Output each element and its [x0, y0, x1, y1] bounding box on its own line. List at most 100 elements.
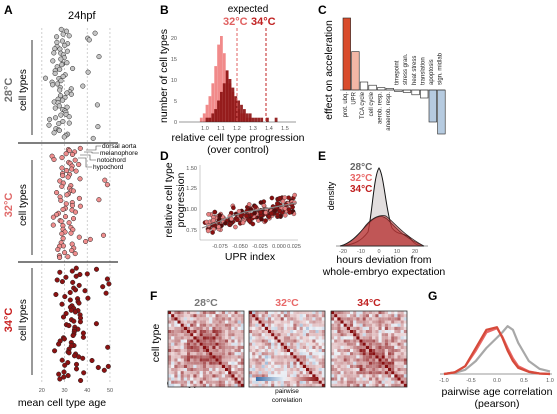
panel-f-cell — [302, 342, 306, 346]
panel-f-cell — [343, 361, 347, 365]
panel-c-label: sign. midlab — [438, 52, 444, 85]
panel-a-point — [57, 46, 63, 52]
panel-a-point — [81, 370, 87, 376]
panel-f-cell — [388, 326, 392, 330]
panel-f-cell — [381, 380, 385, 384]
panel-f-cell — [252, 339, 256, 343]
panel-f-cell — [228, 314, 232, 318]
panel-f-cell — [299, 364, 303, 368]
panel-a-point — [58, 56, 64, 62]
panel-f-cell — [397, 349, 401, 353]
panel-f-cell — [280, 314, 284, 318]
panel-f-cell — [388, 361, 392, 365]
panel-a-point — [59, 183, 65, 189]
panel-f-cell — [168, 314, 172, 318]
panel-f-cell — [199, 358, 203, 362]
panel-f-cell — [394, 358, 398, 362]
panel-f-cell — [280, 380, 284, 384]
panel-f-cell — [400, 352, 404, 356]
panel-f-cell — [337, 320, 341, 324]
panel-f-cell — [177, 349, 181, 353]
panel-f-cell — [215, 352, 219, 356]
panel-f-cell — [296, 352, 300, 356]
panel-f-cell — [287, 326, 291, 330]
panel-f-cell — [234, 320, 238, 324]
panel-f-cell — [334, 383, 338, 387]
panel-a-point — [50, 222, 56, 228]
panel-a-point — [66, 350, 72, 356]
panel-f-cell — [258, 374, 262, 378]
panel-f-cell — [343, 355, 347, 359]
panel-f-cell — [391, 311, 395, 315]
panel-f-cell — [215, 377, 219, 381]
panel-f-cell — [365, 361, 369, 365]
panel-d-point — [211, 218, 216, 223]
panel-f-cell — [212, 311, 216, 315]
panel-b-ytick-0: 0 — [174, 120, 177, 126]
panel-f-cell — [391, 371, 395, 375]
panel-f-cell — [391, 342, 395, 346]
panel-f-cell — [312, 326, 316, 330]
panel-f-cell — [331, 320, 335, 324]
panel-f-cell — [264, 374, 268, 378]
panel-f-cell — [384, 330, 388, 334]
panel-f-cell — [174, 339, 178, 343]
panel-f-cell — [183, 383, 187, 387]
panel-f-cell — [331, 317, 335, 321]
panel-c-ylabel: effect on acceleration — [323, 20, 335, 120]
panel-f-cell — [255, 380, 259, 384]
panel-f-cell — [381, 374, 385, 378]
panel-f-cell — [400, 323, 404, 327]
panel-f-cell — [340, 377, 344, 381]
panel-f-cell — [252, 342, 256, 346]
panel-f-cell — [174, 377, 178, 381]
panel-f-cell — [261, 371, 265, 375]
panel-f-cell — [249, 326, 253, 330]
panel-f-cell — [369, 349, 373, 353]
panel-f-cell — [375, 311, 379, 315]
panel-f-cell — [171, 320, 175, 324]
panel-a-point — [64, 167, 70, 174]
panel-f-cell — [287, 333, 291, 337]
panel-f-cell — [190, 339, 194, 343]
panel-f-cell — [252, 323, 256, 327]
panel-f-cell — [268, 352, 272, 356]
panel-a-point — [66, 220, 72, 226]
panel-f-cell — [258, 330, 262, 334]
panel-a-point — [104, 182, 110, 188]
panel-f-cell — [199, 345, 203, 349]
panel-f-cell — [240, 371, 244, 375]
panel-f-cell — [331, 333, 335, 337]
panel-f-cell — [299, 349, 303, 353]
panel-f-cell — [199, 342, 203, 346]
panel-f-cell — [343, 330, 347, 334]
panel-f-cell — [274, 345, 278, 349]
panel-f-cell — [171, 326, 175, 330]
panel-g-line-34°C — [443, 326, 551, 376]
panel-a-point — [62, 42, 68, 48]
panel-f-cell — [187, 339, 191, 343]
panel-f-cell — [365, 330, 369, 334]
panel-f-cell — [196, 345, 200, 349]
panel-f-cell — [321, 339, 325, 343]
panel-b-expected: expected — [228, 4, 269, 15]
panel-f-cell — [202, 330, 206, 334]
panel-f-cell — [394, 345, 398, 349]
panel-f-cell — [177, 336, 181, 340]
panel-f-cell — [209, 342, 213, 346]
panel-f-cell — [196, 342, 200, 346]
panel-f-cell — [403, 377, 407, 381]
panel-f-cell — [199, 355, 203, 359]
panel-f-cell — [168, 364, 172, 368]
panel-d-point — [269, 195, 275, 201]
panel-f-cell — [400, 339, 404, 343]
panel-f-cell — [215, 368, 219, 372]
panel-f-cell — [174, 326, 178, 330]
panel-d-point — [205, 228, 211, 234]
panel-f-cell — [199, 314, 203, 318]
panel-f-cell — [369, 320, 373, 324]
panel-f-cell — [365, 355, 369, 359]
panel-f-cell — [231, 339, 235, 343]
panel-f-cell — [340, 371, 344, 375]
panel-f-cell — [381, 339, 385, 343]
